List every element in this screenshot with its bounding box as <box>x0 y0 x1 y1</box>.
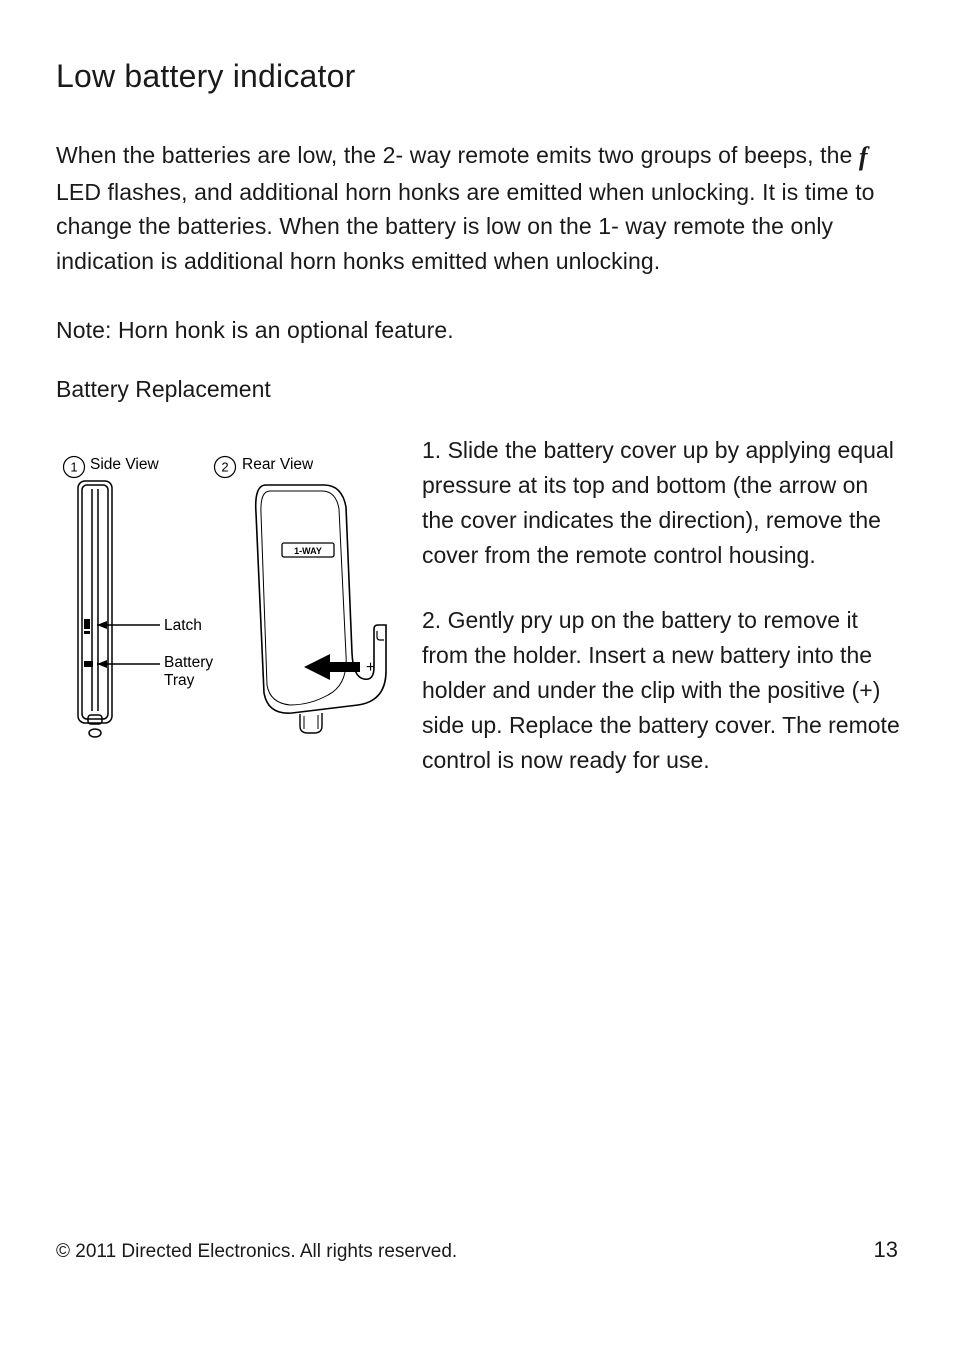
note-paragraph: Note: Horn honk is an optional feature. <box>56 313 902 348</box>
step-2: 2. Gently pry up on the battery to remov… <box>422 603 902 778</box>
rear-view-clip <box>377 631 384 640</box>
diagram-battery-label-1: Battery <box>164 654 213 671</box>
step-1: 1. Slide the battery cover up by applyin… <box>422 433 902 573</box>
diagram-container: 1 Side View 2 Rear View <box>56 433 394 748</box>
intro-paragraph: When the batteries are low, the 2- way r… <box>56 135 902 279</box>
diagram-circle-2-number: 2 <box>221 460 228 475</box>
page-number: 13 <box>874 1237 898 1263</box>
note-text: Horn honk is an optional feature. <box>111 317 453 343</box>
diagram-plus-label: + <box>366 659 375 676</box>
steps-column: 1. Slide the battery cover up by applyin… <box>422 433 902 808</box>
page-footer: © 2011 Directed Electronics. All rights … <box>56 1237 898 1263</box>
battery-diagram: 1 Side View 2 Rear View <box>56 433 394 743</box>
intro-pre: When the batteries are low, the 2- way r… <box>56 142 859 168</box>
diagram-circle-1-number: 1 <box>70 460 77 475</box>
page-title: Low battery indicator <box>56 58 902 95</box>
note-label: Note: <box>56 317 111 343</box>
diagram-rear-view-label: Rear View <box>242 456 314 473</box>
copyright-text: © 2011 Directed Electronics. All rights … <box>56 1241 457 1263</box>
side-view-callouts <box>97 621 160 668</box>
rear-view-bottom-notch <box>300 713 322 733</box>
diagram-one-way-label: 1-WAY <box>294 546 322 556</box>
replacement-section: 1 Side View 2 Rear View <box>56 433 902 808</box>
intro-post: LED flashes, and additional horn honks a… <box>56 179 875 275</box>
f-led-icon: f <box>859 137 868 177</box>
diagram-side-view-label: Side View <box>90 456 159 473</box>
diagram-battery-label-2: Tray <box>164 672 195 689</box>
rear-view-shape <box>256 485 386 713</box>
diagram-latch-label: Latch <box>164 617 202 634</box>
battery-replacement-heading: Battery Replacement <box>56 376 902 403</box>
side-view-shape <box>78 481 112 737</box>
